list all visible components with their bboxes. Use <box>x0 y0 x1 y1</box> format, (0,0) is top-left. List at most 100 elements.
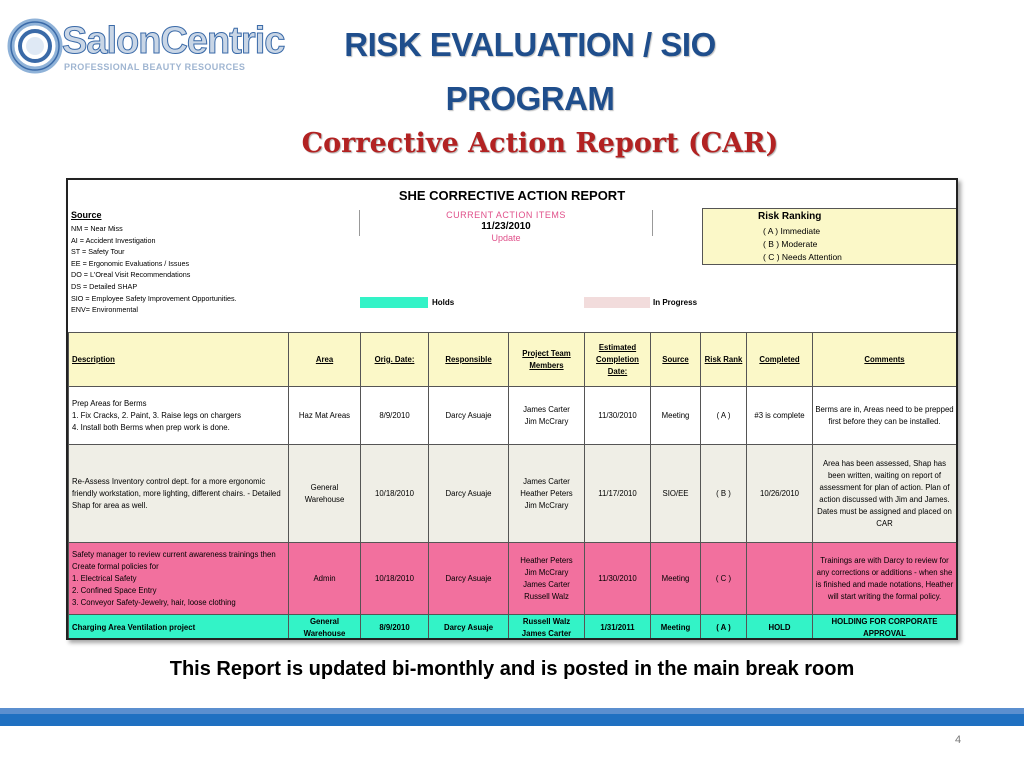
cell-responsible: Darcy Asuaje <box>428 444 509 543</box>
source-heading: Source <box>71 210 102 220</box>
cell-source: Meeting <box>650 614 701 638</box>
current-action-date: 11/23/2010 <box>481 221 531 232</box>
cell-est-completion: 11/17/2010 <box>584 444 651 543</box>
cell-risk-rank: ( A ) <box>700 386 747 445</box>
cell-project-team: James Carter Jim McCrary <box>508 386 585 445</box>
cell-project-team-line: Jim McCrary <box>524 567 569 577</box>
page-number: 4 <box>955 734 962 746</box>
cell-description: Charging Area Ventilation project <box>68 614 289 638</box>
cell-description-line: 1. Electrical Safety <box>72 573 137 583</box>
header-orig-date: Orig. Date: <box>360 332 429 387</box>
slide-title-line2: PROGRAM <box>445 80 615 117</box>
header-responsible: Responsible <box>428 332 509 387</box>
table-row: Charging Area Ventilation project General… <box>68 614 956 638</box>
risk-ranking-item: ( B ) Moderate <box>763 239 818 249</box>
footer-note: This Report is updated bi-monthly and is… <box>169 658 855 680</box>
footer-bar <box>0 714 1024 726</box>
cell-project-team-line: James Carter <box>523 476 570 486</box>
cell-description-line: Safety manager to review current awarene… <box>72 549 276 571</box>
cell-responsible: Darcy Asuaje <box>428 614 509 638</box>
holds-label: Holds <box>432 298 455 307</box>
source-item: DS = Detailed SHAP <box>71 281 138 291</box>
cell-risk-rank: ( A ) <box>700 614 747 638</box>
cell-responsible: Darcy Asuaje <box>428 386 509 445</box>
cell-project-team-line: Heather Peters <box>520 488 573 498</box>
risk-ranking-item: ( A ) Immediate <box>763 226 821 236</box>
risk-ranking-list: ( A ) Immediate ( B ) Moderate ( C ) Needs… <box>763 225 842 264</box>
cell-est-completion: 11/30/2010 <box>584 386 651 445</box>
logo-tagline: PROFESSIONAL BEAUTY RESOURCES <box>64 62 246 72</box>
cell-responsible: Darcy Asuaje <box>428 542 509 615</box>
holds-swatch <box>360 297 428 308</box>
cell-completed <box>746 542 813 615</box>
footer-bar-light <box>0 708 1024 714</box>
cell-description-line: 1. Fix Cracks, 2. Paint, 3. Raise legs o… <box>72 410 242 420</box>
header-area: Area <box>288 332 361 387</box>
current-action-update: Update <box>491 233 521 243</box>
cell-risk-rank: ( C ) <box>700 542 747 615</box>
risk-ranking-box: Risk Ranking ( A ) Immediate ( B ) Modera… <box>702 208 956 265</box>
cell-project-team-line: Jim McCrary <box>524 416 569 426</box>
cell-description-line: 4. Install both Berms when prep work is … <box>72 422 230 432</box>
cell-comments: Berms are in, Areas need to be prepped f… <box>812 386 956 445</box>
cell-comments: Trainings are with Darcy to review for a… <box>812 542 956 615</box>
risk-ranking-title: Risk Ranking <box>758 211 822 222</box>
cell-project-team-line: Russell Walz <box>524 591 569 601</box>
cell-est-completion: 1/31/2011 <box>584 614 651 638</box>
logo-ring-icon <box>7 18 63 74</box>
table-row: Prep Areas for Berms 1. Fix Cracks, 2. Pa… <box>68 386 956 445</box>
cell-source: Meeting <box>650 542 701 615</box>
cell-project-team-line: Jim McCrary <box>524 500 569 510</box>
cell-orig-date: 8/9/2010 <box>360 386 429 445</box>
source-item: EE = Ergonomic Evaluations / Issues <box>71 258 190 268</box>
cell-description: Prep Areas for Berms 1. Fix Cracks, 2. Pa… <box>68 386 289 445</box>
divider <box>359 210 360 236</box>
cell-orig-date: 10/18/2010 <box>360 444 429 543</box>
corrective-action-table: Description Area Orig. Date: Responsible… <box>68 332 956 638</box>
cell-area: General Warehouse <box>288 444 361 543</box>
header-source: Source <box>650 332 701 387</box>
table-header-row: Description Area Orig. Date: Responsible… <box>68 332 956 387</box>
cell-risk-rank: ( B ) <box>700 444 747 543</box>
cell-description-line: Prep Areas for Berms <box>72 398 147 408</box>
cell-source: SIO/EE <box>650 444 701 543</box>
source-item: ST = Safety Tour <box>71 247 125 257</box>
divider <box>652 210 653 236</box>
source-item: AI = Accident Investigation <box>71 235 156 245</box>
cell-project-team: James Carter Heather Peters Jim McCrary <box>508 444 585 543</box>
cell-project-team-line: Russell Walz <box>522 617 571 626</box>
cell-description: Safety manager to review current awarene… <box>68 542 289 615</box>
cell-description-line: Re-Assess Inventory control dept. for a … <box>72 476 281 510</box>
cell-est-completion: 11/30/2010 <box>584 542 651 615</box>
slide-title-line1: RISK EVALUATION / SIO <box>344 26 716 63</box>
logo-wordmark: SalonCentric <box>61 20 285 63</box>
current-action-items: CURRENT ACTION ITEMS 11/23/2010 Update <box>360 210 652 243</box>
source-item: NM = Near Miss <box>71 224 123 233</box>
cell-area: Haz Mat Areas <box>288 386 361 445</box>
source-legend-list: NM = Near Miss AI = Accident Investigatio… <box>71 223 361 316</box>
cell-orig-date: 8/9/2010 <box>360 614 429 638</box>
cell-comments: HOLDING FOR CORPORATE APPROVAL <box>812 614 956 638</box>
cell-completed: #3 is complete <box>746 386 813 445</box>
cell-description-line: 2. Confined Space Entry <box>72 585 157 595</box>
source-item: ENV= Environmental <box>71 305 138 315</box>
cell-area: Admin <box>288 542 361 615</box>
header-description: Description <box>68 332 289 387</box>
cell-project-team-line: James Carter <box>523 404 570 414</box>
cell-completed: 10/26/2010 <box>746 444 813 543</box>
cell-orig-date: 10/18/2010 <box>360 542 429 615</box>
source-item: SIO = Employee Safety Improvement Opport… <box>71 293 237 303</box>
cell-description-line: 3. Conveyor Safety-Jewelry, hair, loose … <box>72 597 236 607</box>
report-title: SHE CORRECTIVE ACTION REPORT <box>398 188 626 203</box>
table-row: Safety manager to review current awarene… <box>68 542 956 615</box>
cell-source: Meeting <box>650 386 701 445</box>
header-est-completion: Estimated Completion Date: <box>584 332 651 387</box>
cell-project-team: Heather Peters Jim McCrary James Carter Rus… <box>508 542 585 615</box>
header-comments: Comments <box>812 332 956 387</box>
cell-description: Re-Assess Inventory control dept. for a … <box>68 444 289 543</box>
source-item: DO = L'Oreal Visit Recommendations <box>71 270 191 280</box>
cell-completed: HOLD <box>746 614 813 638</box>
cell-project-team-line: James Carter <box>523 579 570 589</box>
cell-comments: Area has been assessed, Shap has been wr… <box>812 444 956 543</box>
header-project-team: Project Team Members <box>508 332 585 387</box>
